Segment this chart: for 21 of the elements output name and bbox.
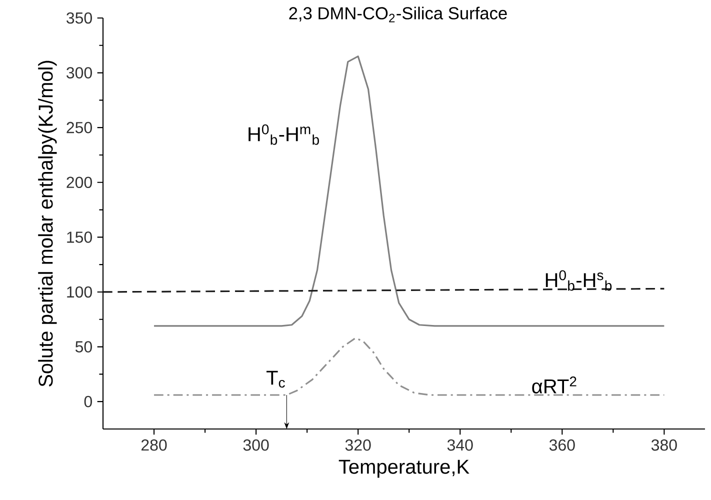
y-tick-label: 350 — [66, 12, 92, 24]
chart-title: 2,3 DMN-CO$_{2}$-Silica Surface — [289, 6, 507, 22]
y-tick-label: 100 — [67, 286, 92, 298]
y-tick-label: 150 — [67, 232, 92, 243]
x-tick-label: 380 — [651, 439, 677, 451]
y-tick-label: 300 — [66, 67, 92, 78]
y-tick-label: 0 — [84, 396, 92, 408]
x-tick-label: 340 — [447, 439, 473, 451]
series-label: αRT$^{2}$ — [532, 376, 576, 394]
series-label: H$^{0}$$_{b}$-H$^{m}$b — [248, 124, 319, 145]
series-label: H$^{0}$$_{b}$-H$^{s}$b — [546, 270, 612, 291]
x-tick-label: 320 — [345, 439, 371, 451]
y-tick-label: 250 — [66, 122, 92, 134]
x-axis-title: Temperature,K — [338, 460, 470, 478]
x-tick-label: 360 — [549, 439, 575, 451]
y-axis-title: Solute partial molar enthalpy(KJ/mol) — [38, 60, 57, 387]
y-tick-label: 200 — [66, 176, 92, 188]
x-tick-label: 280 — [141, 439, 167, 451]
annotation: T$_{c}$ — [266, 370, 285, 388]
y-tick-label: 50 — [75, 341, 92, 352]
x-tick-label: 300 — [243, 439, 269, 451]
